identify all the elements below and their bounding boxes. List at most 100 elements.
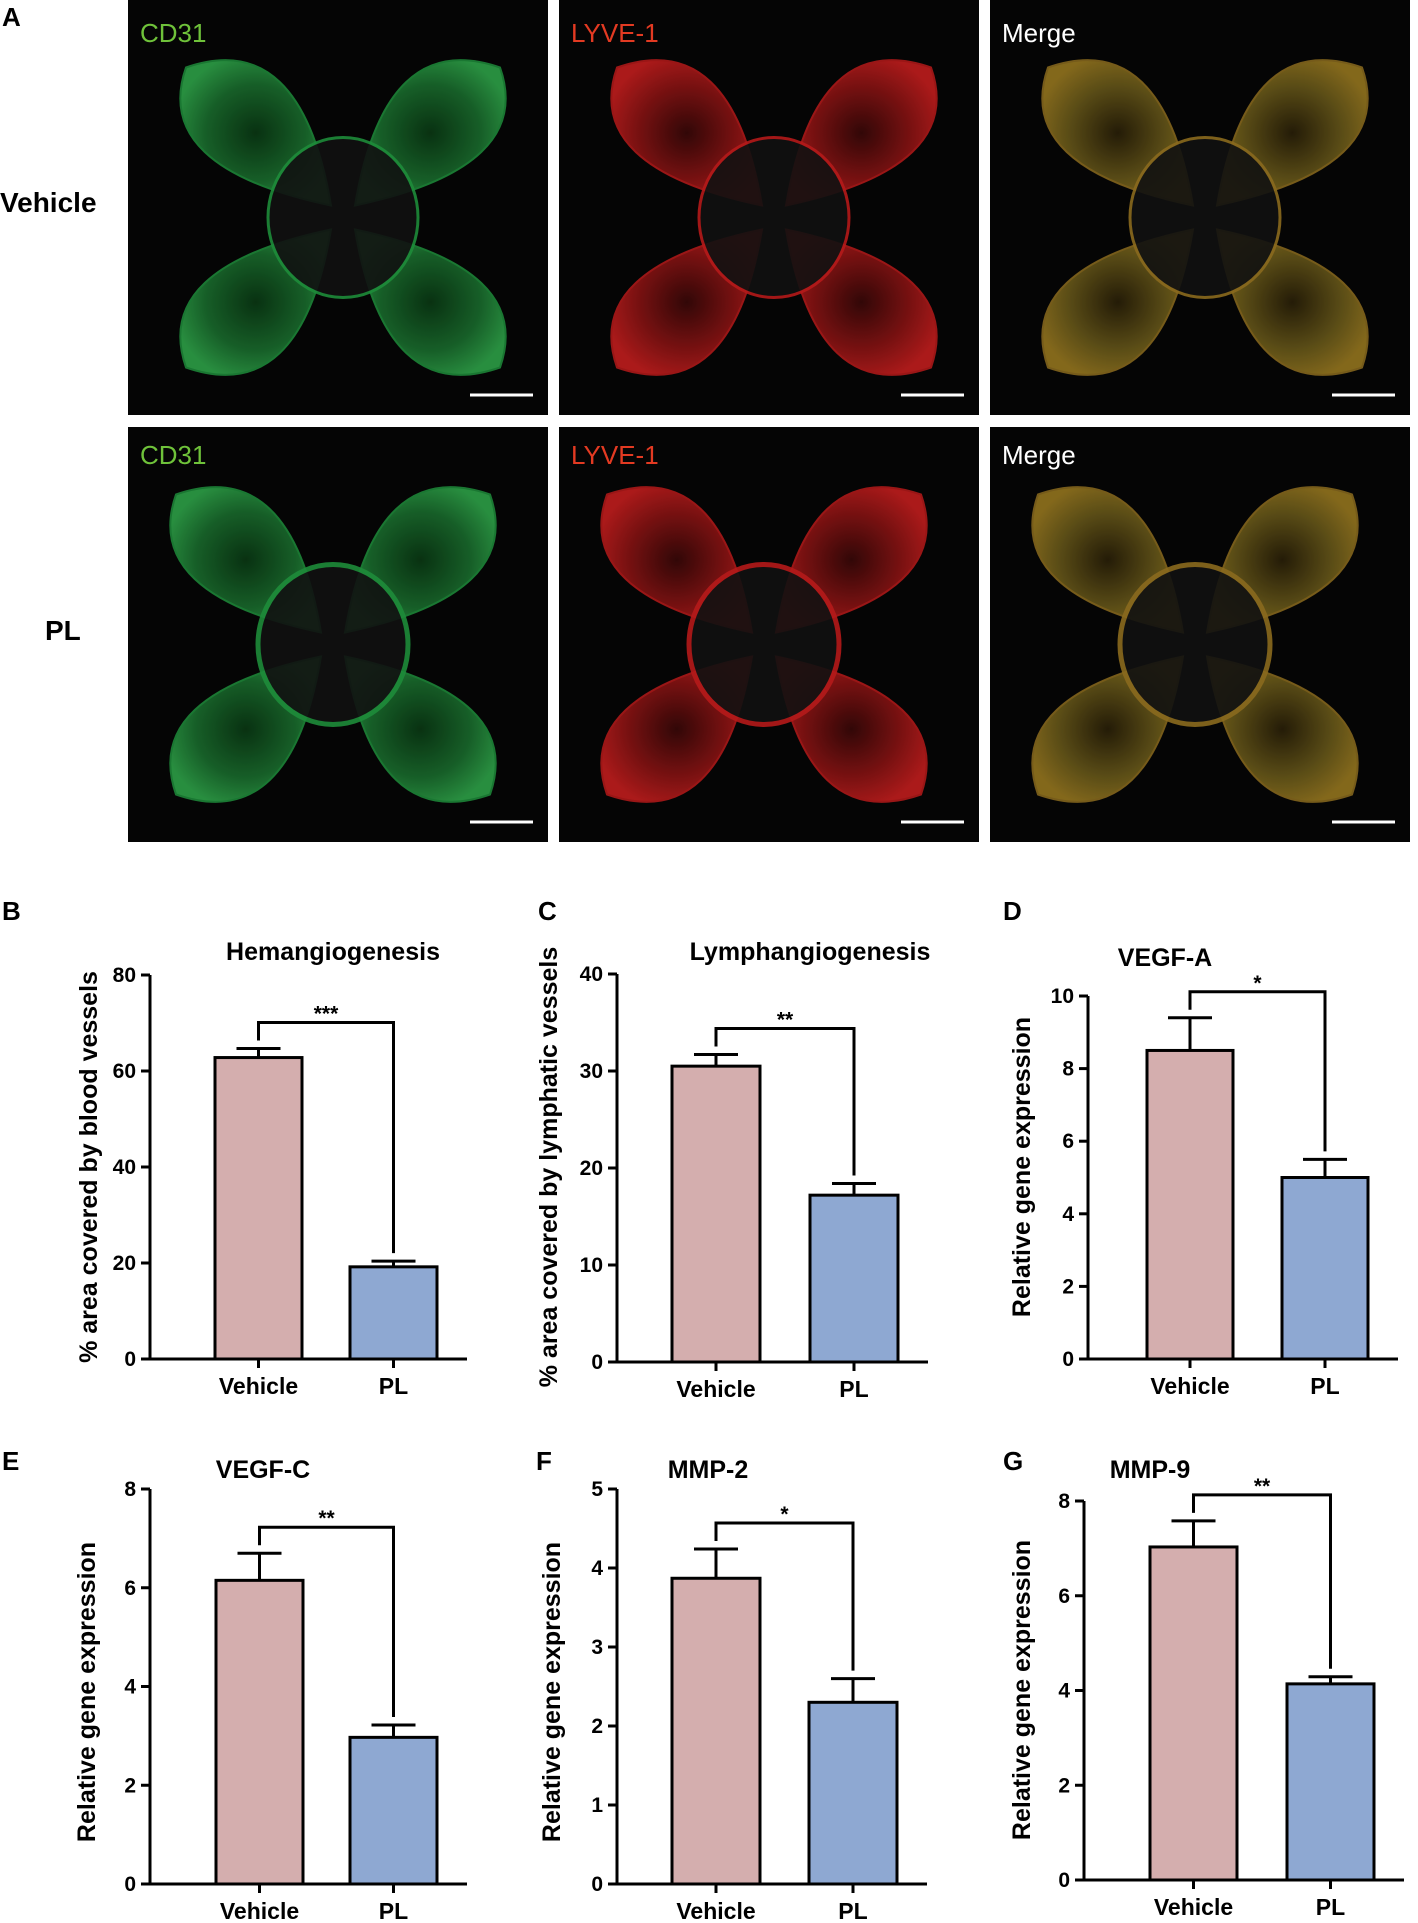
y-tick-label: 4 xyxy=(591,1557,603,1580)
y-tick-label: 0 xyxy=(1058,1869,1070,1892)
y-tick-label: 40 xyxy=(113,1156,136,1179)
category-label: PL xyxy=(1310,1373,1339,1399)
category-label: PL xyxy=(1316,1894,1345,1920)
y-tick-label: 8 xyxy=(124,1478,136,1501)
y-tick-label: 80 xyxy=(113,964,136,987)
significance-bracket xyxy=(257,1020,395,1254)
category-label: PL xyxy=(379,1898,408,1923)
channel-label: CD31 xyxy=(140,440,206,470)
micrograph-lyve-1-vehicle: LYVE-1 xyxy=(559,0,979,415)
panel-letter-a: A xyxy=(2,2,21,32)
y-tick-label: 4 xyxy=(124,1676,136,1699)
y-tick-label: 6 xyxy=(124,1577,136,1600)
row-label-vehicle: Vehicle xyxy=(0,187,97,218)
panel-letter-c: C xyxy=(538,896,557,926)
y-tick-label: 0 xyxy=(124,1873,136,1896)
bar-pl xyxy=(348,1735,439,1886)
bar-charts: B Hemangiogenesis % area covered by blood … xyxy=(2,896,1404,1923)
y-axis-label: Relative gene expression xyxy=(538,1542,566,1842)
optic-disc-region xyxy=(1128,136,1282,299)
micrograph-merge-vehicle: Merge xyxy=(990,0,1410,415)
y-tick-label: 6 xyxy=(1058,1585,1070,1608)
significance-marker: ** xyxy=(318,1507,335,1530)
chart-title: VEGF-C xyxy=(216,1456,310,1484)
y-tick-label: 2 xyxy=(1062,1275,1074,1298)
category-label: Vehicle xyxy=(676,1898,755,1923)
chart-title: MMP-9 xyxy=(1110,1456,1191,1484)
bar-vehicle xyxy=(214,1578,305,1886)
significance-marker: *** xyxy=(314,1002,339,1025)
bar-pl xyxy=(1285,1682,1376,1882)
y-tick-label: 2 xyxy=(124,1774,136,1797)
significance-marker: ** xyxy=(1254,1475,1271,1498)
optic-disc-region xyxy=(255,562,411,727)
y-tick-label: 2 xyxy=(591,1715,603,1738)
chart-title: Hemangiogenesis xyxy=(226,938,440,966)
significance-bracket xyxy=(1188,990,1327,1152)
y-tick-label: 30 xyxy=(580,1060,603,1083)
bar-pl xyxy=(807,1700,899,1886)
y-tick-label: 20 xyxy=(113,1252,136,1275)
significance-bracket xyxy=(1192,1493,1332,1669)
chart-b: B Hemangiogenesis % area covered by blood … xyxy=(2,896,467,1399)
category-label: PL xyxy=(839,1376,868,1402)
y-axis-label: % area covered by blood vessels xyxy=(75,971,103,1363)
optic-disc-region xyxy=(697,136,851,299)
category-label: Vehicle xyxy=(220,1898,299,1923)
y-tick-label: 5 xyxy=(591,1478,603,1501)
chart-d: D VEGF-A Relative gene expression 0 2 4 6 8 10 Ve… xyxy=(1003,896,1398,1399)
row-label-pl: PL xyxy=(45,615,81,646)
y-tick-label: 4 xyxy=(1062,1203,1074,1226)
y-tick-label: 10 xyxy=(580,1254,603,1277)
bar-vehicle xyxy=(213,1056,304,1361)
significance-bracket xyxy=(714,1027,856,1176)
channel-label: Merge xyxy=(1002,18,1076,48)
significance-bracket xyxy=(258,1525,395,1718)
channel-label: LYVE-1 xyxy=(571,18,659,48)
channel-label: LYVE-1 xyxy=(571,440,659,470)
micrograph-merge-pl: Merge xyxy=(990,427,1410,842)
y-tick-label: 20 xyxy=(580,1157,603,1180)
micrograph-cd31-vehicle: CD31 xyxy=(128,0,548,415)
panel-letter-g: G xyxy=(1003,1446,1023,1476)
y-tick-label: 8 xyxy=(1062,1058,1074,1081)
micrograph-cd31-pl: CD31 xyxy=(128,427,548,842)
y-axis-label: Relative gene expression xyxy=(1008,1540,1036,1840)
chart-title: MMP-2 xyxy=(668,1456,749,1484)
bar-vehicle xyxy=(1148,1545,1239,1882)
micrograph-grid: CD31 LYVE-1 Merge CD31 LYVE-1 Merge xyxy=(128,0,1410,842)
y-tick-label: 1 xyxy=(591,1794,603,1817)
bar-pl xyxy=(1280,1176,1370,1361)
bar-vehicle xyxy=(1145,1048,1235,1361)
significance-marker: * xyxy=(1253,972,1262,995)
y-tick-label: 2 xyxy=(1058,1774,1070,1797)
significance-marker: * xyxy=(780,1503,789,1526)
significance-marker: ** xyxy=(777,1009,794,1032)
y-tick-label: 0 xyxy=(591,1873,603,1896)
channel-label: Merge xyxy=(1002,440,1076,470)
category-label: PL xyxy=(379,1373,408,1399)
category-label: PL xyxy=(838,1898,867,1923)
chart-g: G MMP-9 Relative gene expression 0 2 4 6 8 Vehic… xyxy=(1003,1446,1404,1920)
chart-title: VEGF-A xyxy=(1118,944,1212,972)
bar-pl xyxy=(348,1265,439,1361)
chart-f: F MMP-2 Relative gene expression 0 1 2 3 4 5 Vehi… xyxy=(536,1446,927,1923)
significance-bracket xyxy=(714,1521,855,1671)
y-tick-label: 0 xyxy=(124,1348,136,1371)
micrograph-lyve-1-pl: LYVE-1 xyxy=(559,427,979,842)
bar-vehicle xyxy=(670,1064,762,1364)
optic-disc-region xyxy=(266,136,420,299)
y-axis-label: Relative gene expression xyxy=(1008,1017,1036,1317)
y-tick-label: 10 xyxy=(1051,985,1074,1008)
chart-c: C Lymphangiogenesis % area covered by lymp… xyxy=(535,896,930,1402)
y-tick-label: 40 xyxy=(580,963,603,986)
channel-label: CD31 xyxy=(140,18,206,48)
optic-disc-region xyxy=(686,562,842,727)
panel-letter-f: F xyxy=(536,1446,552,1476)
y-tick-label: 4 xyxy=(1058,1680,1070,1703)
chart-e: E VEGF-C Relative gene expression 0 2 4 6 8 Vehi… xyxy=(2,1446,467,1923)
optic-disc-region xyxy=(1117,562,1273,727)
category-label: Vehicle xyxy=(1154,1894,1233,1920)
panel-letter-b: B xyxy=(2,896,21,926)
